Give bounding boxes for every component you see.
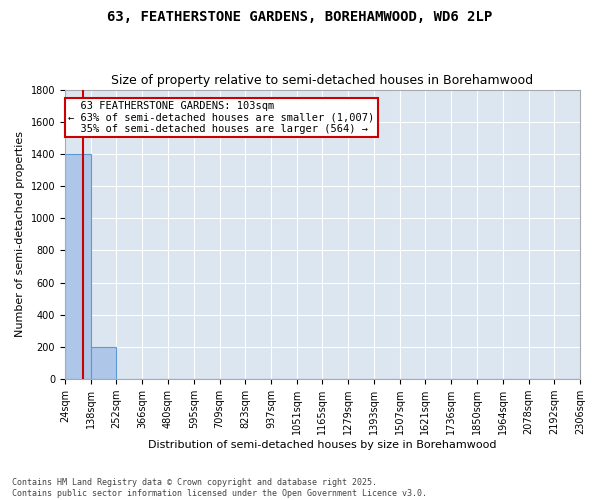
Title: Size of property relative to semi-detached houses in Borehamwood: Size of property relative to semi-detach… <box>112 74 533 87</box>
Y-axis label: Number of semi-detached properties: Number of semi-detached properties <box>15 132 25 338</box>
Text: 63 FEATHERSTONE GARDENS: 103sqm
← 63% of semi-detached houses are smaller (1,007: 63 FEATHERSTONE GARDENS: 103sqm ← 63% of… <box>68 101 374 134</box>
Text: Contains HM Land Registry data © Crown copyright and database right 2025.
Contai: Contains HM Land Registry data © Crown c… <box>12 478 427 498</box>
Text: 63, FEATHERSTONE GARDENS, BOREHAMWOOD, WD6 2LP: 63, FEATHERSTONE GARDENS, BOREHAMWOOD, W… <box>107 10 493 24</box>
Bar <box>65 154 91 379</box>
X-axis label: Distribution of semi-detached houses by size in Borehamwood: Distribution of semi-detached houses by … <box>148 440 497 450</box>
Bar <box>91 347 116 379</box>
